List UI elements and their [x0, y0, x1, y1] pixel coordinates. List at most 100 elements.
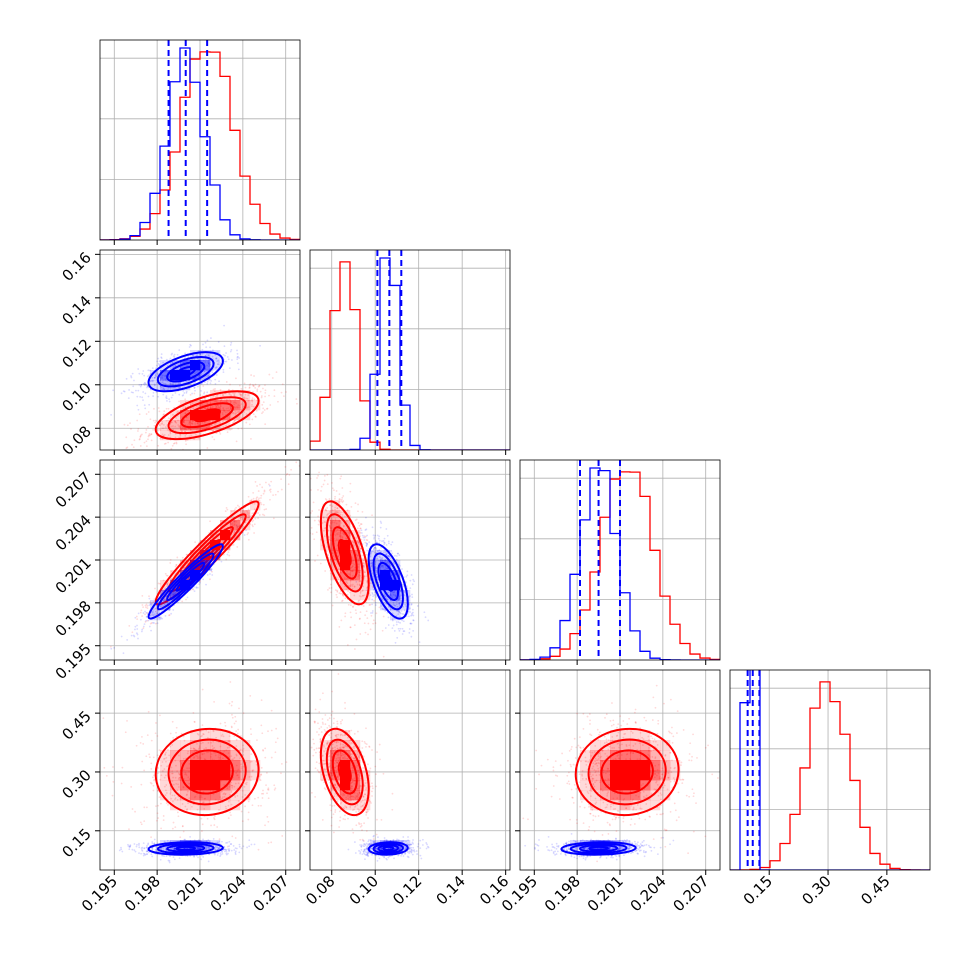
- scatter-point: [372, 550, 375, 553]
- scatter-point: [408, 631, 411, 634]
- scatter-point: [235, 440, 238, 443]
- scatter-point: [260, 773, 263, 776]
- scatter-point: [253, 532, 255, 534]
- scatter-point: [395, 558, 398, 561]
- scatter-point: [371, 585, 374, 588]
- scatter-point: [361, 510, 364, 513]
- scatter-point: [258, 514, 261, 516]
- scatter-point: [232, 543, 235, 546]
- scatter-point: [352, 544, 355, 547]
- scatter-point: [251, 418, 254, 421]
- scatter-point: [126, 639, 129, 641]
- density-cell: [190, 350, 201, 361]
- scatter-point: [262, 503, 265, 506]
- scatter-point: [153, 384, 156, 387]
- scatter-point: [384, 609, 387, 612]
- scatter-point: [215, 357, 218, 360]
- scatter-point: [359, 547, 362, 550]
- histogram-series-0: [310, 261, 510, 450]
- scatter-point: [163, 410, 166, 413]
- scatter-point: [240, 403, 243, 406]
- scatter-point: [150, 439, 153, 442]
- contour-0-0: [193, 408, 221, 423]
- scatter-point: [251, 400, 254, 403]
- scatter-point: [163, 604, 166, 606]
- scatter-point: [262, 401, 265, 404]
- scatter-point: [247, 394, 250, 397]
- scatter-point: [153, 424, 156, 427]
- scatter-point: [148, 625, 151, 628]
- scatter-point: [148, 595, 150, 598]
- scatter-point: [244, 805, 246, 808]
- density-cell: [400, 590, 411, 601]
- scatter-point: [223, 345, 226, 348]
- scatter-point: [221, 789, 224, 792]
- scatter-point: [253, 375, 255, 377]
- scatter-point: [196, 732, 199, 735]
- scatter-point: [154, 610, 157, 613]
- scatter-point: [262, 411, 264, 413]
- scatter-point: [359, 617, 361, 620]
- scatter-point: [149, 369, 151, 372]
- scatter-point: [427, 619, 430, 622]
- scatter-point: [393, 563, 395, 565]
- scatter-point: [135, 632, 138, 635]
- scatter-point: [162, 427, 164, 430]
- scatter-point: [207, 375, 209, 378]
- scatter-point: [157, 444, 160, 447]
- scatter-point: [161, 381, 164, 384]
- density-cell: [330, 520, 341, 531]
- scatter-point: [170, 578, 173, 581]
- scatter-point: [143, 806, 146, 809]
- scatter-point: [160, 764, 163, 767]
- scatter-point: [211, 574, 214, 576]
- scatter-point: [306, 494, 308, 496]
- scatter-point: [160, 774, 163, 777]
- scatter-point: [342, 593, 344, 596]
- scatter-point: [325, 509, 328, 512]
- scatter-point: [368, 541, 371, 544]
- scatter-point: [228, 702, 231, 705]
- scatter-point: [155, 722, 157, 724]
- scatter-point: [363, 575, 366, 578]
- contour-0-1: [180, 402, 234, 429]
- scatter-point: [366, 549, 369, 552]
- scatter-point: [128, 389, 130, 391]
- scatter-point: [402, 583, 404, 586]
- scatter-point: [408, 628, 411, 630]
- scatter-point: [383, 549, 386, 552]
- scatter-point: [218, 431, 221, 434]
- scatter-point: [195, 434, 197, 436]
- scatter-point: [411, 583, 414, 586]
- y-tick-label: 0.198: [52, 597, 95, 640]
- scatter-point: [198, 745, 201, 747]
- scatter-point: [362, 559, 365, 562]
- scatter-point: [259, 483, 261, 486]
- scatter-point: [366, 543, 368, 545]
- scatter-point: [185, 391, 188, 394]
- scatter-point: [172, 425, 174, 427]
- scatter-point: [164, 587, 166, 589]
- scatter-point: [150, 836, 152, 839]
- scatter-point: [353, 624, 356, 626]
- scatter-point: [154, 614, 157, 616]
- scatter-point: [386, 552, 388, 555]
- scatter-point: [362, 565, 365, 568]
- scatter-point: [147, 619, 150, 622]
- density-cell: [380, 570, 391, 581]
- scatter-point: [266, 792, 268, 795]
- scatter-point: [208, 354, 210, 356]
- scatter-point: [139, 385, 142, 388]
- scatter-point: [388, 555, 391, 558]
- scatter-point: [262, 792, 265, 795]
- scatter-point: [178, 436, 180, 439]
- scatter-point: [219, 362, 222, 365]
- scatter-point: [207, 374, 210, 377]
- panel-content: [310, 250, 510, 450]
- scatter-point: [402, 583, 404, 586]
- scatter-point: [266, 407, 269, 410]
- scatter-point: [169, 791, 172, 794]
- scatter-point: [233, 722, 236, 725]
- scatter-point: [137, 389, 140, 392]
- scatter-point: [392, 624, 395, 627]
